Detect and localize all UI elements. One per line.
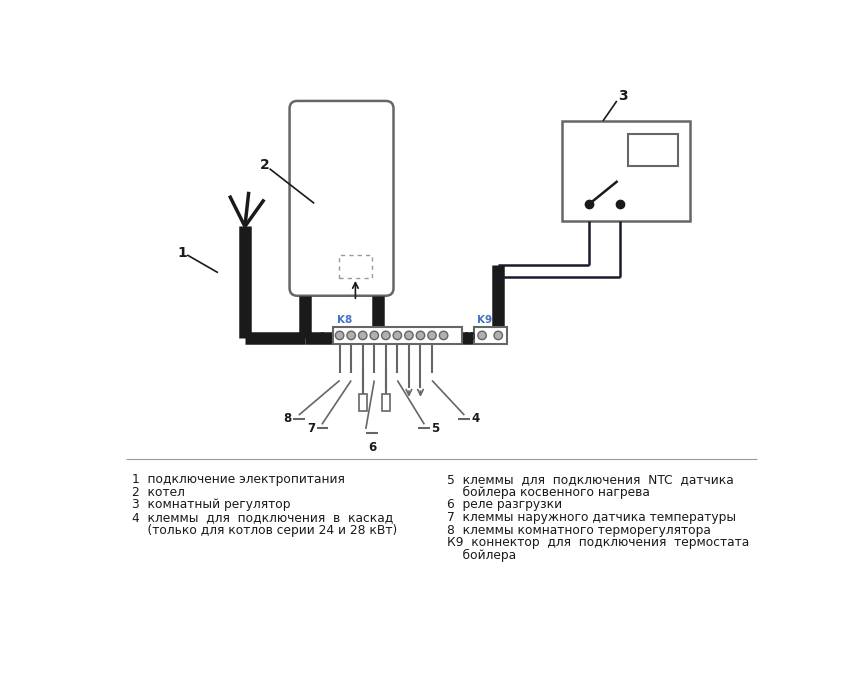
Text: 8  клеммы комнатного терморегулятора: 8 клеммы комнатного терморегулятора: [448, 524, 711, 537]
Circle shape: [370, 331, 378, 340]
Circle shape: [428, 331, 436, 340]
Text: 10: 10: [464, 332, 476, 342]
Text: 3  комнатный регулятор: 3 комнатный регулятор: [131, 498, 290, 511]
Circle shape: [335, 331, 344, 340]
Text: 8: 8: [283, 412, 292, 426]
Text: 6: 6: [368, 440, 376, 454]
Bar: [473, 326, 507, 344]
Bar: [628, 134, 678, 167]
Circle shape: [347, 331, 355, 340]
Text: К9  коннектор  для  подключения  термостата: К9 коннектор для подключения термостата: [448, 536, 750, 550]
Bar: [339, 255, 372, 278]
Bar: [333, 326, 462, 344]
Circle shape: [478, 331, 486, 340]
Circle shape: [494, 331, 503, 340]
Text: 2: 2: [260, 158, 270, 172]
Circle shape: [416, 331, 425, 340]
Text: 6  реле разгрузки: 6 реле разгрузки: [448, 498, 562, 511]
Circle shape: [404, 331, 413, 340]
Circle shape: [439, 331, 448, 340]
Text: 5: 5: [431, 421, 440, 435]
Text: 2  котел: 2 котел: [131, 486, 185, 498]
Text: 3: 3: [619, 88, 628, 102]
Text: 5  клеммы  для  подключения  NTC  датчика: 5 клеммы для подключения NTC датчика: [448, 473, 734, 486]
Text: 7  клеммы наружного датчика температуры: 7 клеммы наружного датчика температуры: [448, 511, 736, 524]
Text: (только для котлов серии 24 и 28 кВт): (только для котлов серии 24 и 28 кВт): [131, 524, 397, 537]
Text: 1  подключение электропитания: 1 подключение электропитания: [131, 473, 345, 486]
Bar: [562, 121, 690, 221]
Text: 1: 1: [321, 332, 327, 342]
Text: K9: K9: [478, 316, 492, 326]
FancyBboxPatch shape: [289, 101, 393, 295]
Text: K8: K8: [337, 316, 352, 326]
Text: 1: 1: [178, 246, 187, 260]
Text: 7: 7: [307, 421, 315, 435]
Circle shape: [359, 331, 367, 340]
Bar: [359, 394, 366, 412]
Circle shape: [382, 331, 390, 340]
Text: 4: 4: [471, 412, 480, 426]
Bar: [382, 394, 390, 412]
Circle shape: [393, 331, 402, 340]
Text: бойлера: бойлера: [448, 549, 517, 562]
Text: бойлера косвенного нагрева: бойлера косвенного нагрева: [448, 486, 651, 498]
Text: 4  клеммы  для  подключения  в  каскад: 4 клеммы для подключения в каскад: [131, 511, 393, 524]
